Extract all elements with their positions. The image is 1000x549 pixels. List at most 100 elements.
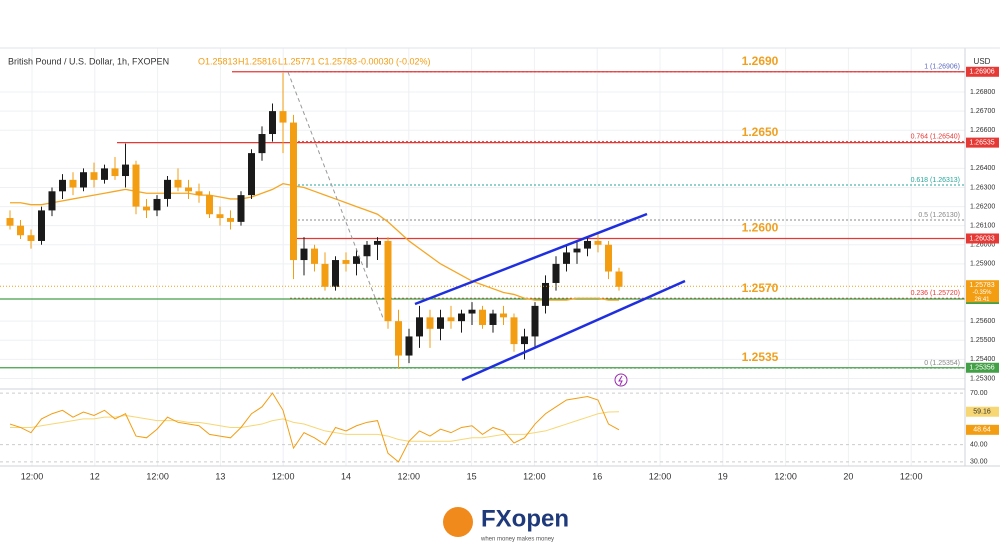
candle-body: [132, 164, 140, 207]
x-tick-label: 16: [592, 471, 602, 481]
fib-label: 0.5 (1.26130): [918, 212, 960, 219]
ohlc-legend: O1.25813: [198, 56, 238, 66]
x-tick-label: 12:00: [900, 471, 923, 481]
rsi-line: [9, 392, 620, 463]
candle-body: [195, 191, 203, 196]
candle-body: [143, 206, 150, 211]
x-tick-label: 12:00: [146, 471, 169, 481]
x-tick-label: 12:00: [649, 471, 672, 481]
candle-body: [164, 179, 171, 199]
logo-name: FXopen: [481, 505, 569, 532]
y-tick-label: 70.00: [970, 390, 988, 397]
y-tick-label: 30.00: [970, 459, 988, 466]
candle-body: [38, 210, 45, 241]
channel-line: [414, 212, 648, 306]
level-label: 1.2650: [742, 125, 779, 139]
last-price: 1.25783: [969, 282, 994, 289]
price-badge-label: 1.26535: [969, 139, 994, 146]
candle-body: [6, 218, 14, 226]
last-price-badge: [966, 280, 999, 303]
x-tick-label: 12:00: [523, 471, 546, 481]
fib-trend-line: [287, 71, 384, 319]
y-tick-label: 1.26100: [970, 223, 995, 230]
rsi-badge-label: 48.64: [973, 427, 991, 434]
price-badge-label: 1.26033: [969, 235, 994, 242]
candle-body: [258, 134, 266, 154]
price-badge: [966, 362, 999, 373]
candle-body: [437, 317, 444, 329]
price-badge-label: 1.25356: [969, 365, 994, 372]
candle-body: [384, 240, 392, 322]
candle-body: [174, 179, 182, 188]
y-tick-label: 1.26300: [970, 184, 995, 191]
rsi-badge: [966, 406, 999, 417]
rsi-badge-label: 59.16: [973, 409, 991, 416]
fib-label: 0.618 (1.26313): [911, 177, 960, 184]
candle-body: [101, 168, 108, 180]
candle-body: [237, 195, 245, 222]
level-label: 1.2570: [742, 281, 779, 295]
x-tick-label: 12: [90, 471, 100, 481]
candle-body: [311, 248, 318, 264]
candle-body: [300, 248, 308, 261]
candle-body: [468, 309, 476, 314]
x-tick-label: 13: [215, 471, 225, 481]
candle-body: [479, 309, 486, 325]
candle-body: [279, 111, 287, 123]
y-tick-label: 1.26400: [970, 165, 995, 172]
candle-body: [447, 317, 455, 322]
fib-label: 0 (1.25354): [924, 360, 960, 367]
fib-label: 1 (1.26906): [924, 64, 960, 71]
candle-body: [521, 336, 528, 345]
x-tick-label: 14: [341, 471, 351, 481]
price-badge: [966, 137, 999, 148]
candle-body: [416, 317, 423, 337]
candle-body: [489, 313, 497, 325]
candle-body: [111, 168, 119, 177]
candle-body: [90, 172, 98, 180]
price-badge: [966, 233, 999, 244]
candle-body: [27, 235, 35, 241]
price-badge: [966, 66, 999, 77]
candle-body: [353, 256, 360, 264]
candle-body: [500, 313, 507, 318]
candle-body: [69, 179, 77, 188]
y-tick-label: 1.25500: [970, 337, 995, 344]
y-tick-label: 1.26200: [970, 203, 995, 210]
x-tick-label: 12:00: [21, 471, 44, 481]
candle-body: [48, 191, 56, 211]
x-tick-label: 12:00: [272, 471, 295, 481]
event-icon: [614, 373, 628, 387]
y-tick-label: 1.26800: [970, 89, 995, 96]
candle-body: [153, 198, 161, 211]
y-tick-label: 1.26000: [970, 242, 995, 249]
candle-body: [248, 153, 255, 196]
candle-body: [395, 321, 402, 356]
candle-body: [185, 187, 192, 192]
candle-body: [59, 179, 66, 192]
y-tick-label: 1.25600: [970, 318, 995, 325]
level-label: 1.2690: [742, 54, 779, 68]
y-tick-label: 1.25300: [970, 375, 995, 382]
candle-body: [605, 244, 612, 272]
candle-body: [269, 111, 276, 135]
y-tick-label: 1.25400: [970, 356, 995, 363]
candle-body: [290, 122, 297, 261]
fib-label: 0.236 (1.25720): [911, 290, 960, 297]
ohlc-legend: H1.25816: [238, 56, 277, 66]
logo-icon: [443, 507, 473, 537]
y-tick-label: 1.25900: [970, 261, 995, 268]
rsi-ma-line: [10, 411, 620, 442]
label-layer: O1.25813 H1.25816 L1.25771 C1.25783 -0.00030…: [21, 54, 999, 481]
x-tick-label: 15: [467, 471, 477, 481]
candle-body: [426, 317, 434, 329]
rsi-badge: [966, 424, 999, 435]
candle-body: [615, 271, 623, 287]
candle-body: [573, 248, 581, 253]
candle-body: [80, 172, 87, 188]
candle-body: [458, 313, 465, 322]
candle-body: [363, 244, 371, 257]
x-tick-label: 19: [718, 471, 728, 481]
